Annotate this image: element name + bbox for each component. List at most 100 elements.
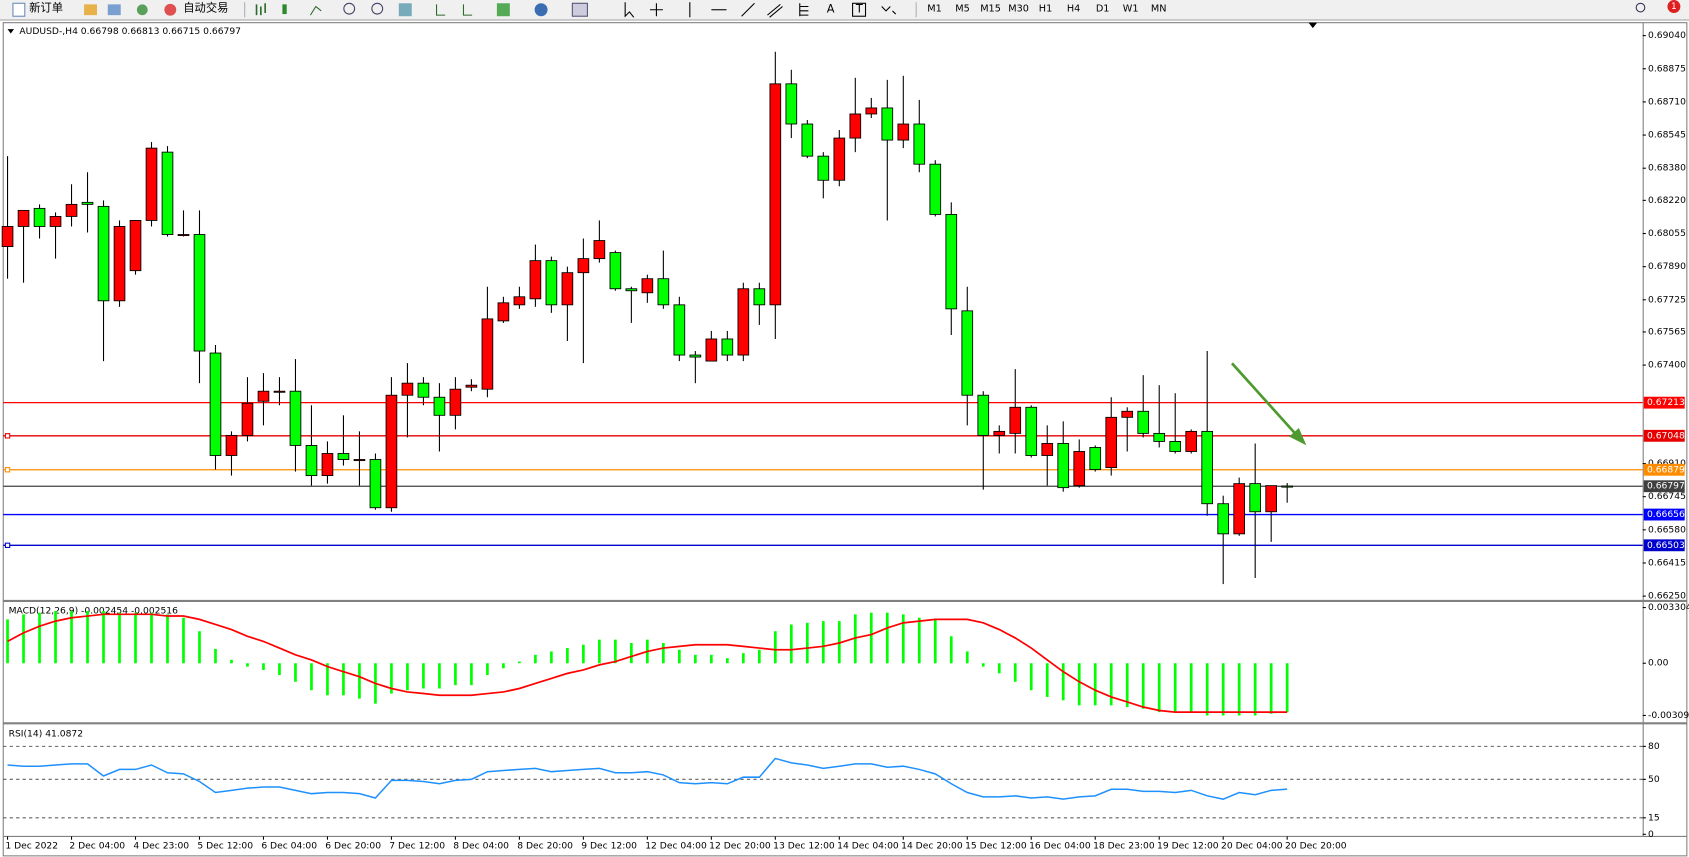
cursor-icon[interactable]	[624, 2, 635, 18]
level-label-box	[1643, 396, 1685, 409]
label-tool[interactable]: T	[855, 3, 863, 16]
candle-body	[1105, 416, 1118, 468]
x-tick-label: 14 Dec 04:00	[837, 841, 899, 852]
timeframe-button[interactable]: D1	[1096, 4, 1110, 15]
candle-body	[497, 302, 510, 322]
template-icon[interactable]	[571, 2, 588, 17]
timeframe-button[interactable]: W1	[1123, 4, 1139, 15]
crosshair-icon[interactable]	[649, 3, 663, 17]
new-order-button[interactable]: 新订单	[29, 1, 63, 15]
timeframe-button[interactable]: M30	[1008, 4, 1029, 15]
candle-body	[705, 338, 718, 362]
candle-body	[1121, 410, 1134, 418]
candle-body	[545, 260, 558, 306]
candle-body	[353, 459, 366, 462]
candle-body	[289, 390, 302, 446]
alerts-badge[interactable]	[1667, 0, 1681, 13]
toolbar-bg	[0, 0, 1689, 20]
shift-icon[interactable]	[462, 4, 473, 16]
line-chart-icon[interactable]	[309, 5, 322, 16]
candle-body	[1041, 443, 1054, 456]
candle-body	[993, 430, 1006, 436]
level-label: 0.66656	[1647, 509, 1685, 520]
x-tick-label: 13 Dec 12:00	[773, 841, 835, 852]
zoom-in-icon[interactable]	[343, 2, 356, 15]
y-tick-label: 0.68220	[1648, 195, 1686, 206]
period-icon[interactable]	[534, 3, 548, 17]
alerts-count[interactable]: 1	[1671, 2, 1676, 12]
indicators-icon[interactable]	[496, 3, 510, 17]
level-label-box	[1643, 429, 1685, 442]
label-tool-frame[interactable]	[852, 2, 867, 17]
candle-body	[1281, 485, 1293, 488]
timeframes: M1 M5 M15 M30 H1 H4 D1 W1 MN	[927, 4, 1166, 15]
tile-icon[interactable]	[398, 3, 412, 17]
fibo-tool[interactable]	[799, 3, 809, 17]
y-tick-label: 0.66250	[1648, 591, 1686, 602]
toolbar-icon[interactable]	[84, 4, 98, 16]
candle-body	[129, 220, 142, 272]
timeframe-button[interactable]: MN	[1151, 4, 1167, 15]
candle-body	[897, 123, 910, 141]
channel-tool[interactable]	[767, 3, 783, 18]
candle-body	[817, 155, 830, 181]
y-tick-label: 0.68380	[1648, 163, 1686, 174]
candle-body	[913, 123, 926, 165]
chart-shift-marker[interactable]	[1308, 22, 1318, 29]
new-order-icon[interactable]	[12, 2, 26, 17]
y-tick-label: 50	[1648, 774, 1660, 785]
timeframe-button[interactable]: M15	[980, 4, 1001, 15]
toolbar-icon[interactable]	[136, 4, 148, 16]
symbol-menu[interactable]	[7, 29, 15, 34]
candle-body	[193, 234, 206, 352]
x-tick-label: 19 Dec 12:00	[1157, 841, 1219, 852]
search-icon[interactable]	[1635, 2, 1646, 13]
text-tool[interactable]: A	[827, 3, 835, 16]
x-tick-label: 2 Dec 04:00	[69, 841, 125, 852]
candle-body	[241, 402, 254, 436]
level-label: 0.67213	[1647, 397, 1685, 408]
candle-body	[49, 215, 62, 227]
candle-body	[865, 107, 878, 115]
x-tick-label: 20 Dec 04:00	[1221, 841, 1283, 852]
auto-trading-icon[interactable]	[164, 3, 177, 16]
y-tick-label: 0.68545	[1648, 130, 1686, 141]
candle-body	[97, 205, 110, 302]
candle-body	[561, 272, 574, 306]
arrows-tool[interactable]	[881, 6, 897, 15]
candle-body	[1, 226, 14, 247]
x-tick-label: 7 Dec 12:00	[389, 841, 445, 852]
candle-icon[interactable]	[282, 4, 287, 15]
x-tick-label: 14 Dec 20:00	[901, 841, 963, 852]
signal-line	[7, 613, 1288, 713]
zoom-out-icon[interactable]	[371, 2, 384, 15]
x-tick-label: 1 Dec 2022	[5, 841, 58, 852]
y-tick-label: 0.66580	[1648, 524, 1686, 535]
trendline-tool[interactable]	[741, 2, 755, 17]
toolbar-icon[interactable]	[107, 4, 121, 16]
bar-chart-icon[interactable]	[255, 3, 266, 16]
auto-trading-button[interactable]: 自动交易	[183, 1, 228, 15]
timeframe-button[interactable]: H4	[1067, 4, 1080, 15]
y-tick-label: 0.67725	[1648, 294, 1686, 305]
y-tick-label: 0.66415	[1648, 557, 1686, 568]
timeframe-button[interactable]: M5	[955, 4, 970, 15]
candle-body	[593, 240, 606, 260]
x-tick-label: 18 Dec 23:00	[1093, 841, 1155, 852]
candle-body	[481, 318, 494, 390]
candle-body	[737, 288, 750, 356]
macd-title: MACD(12,26,9) -0.002454 -0.002516	[9, 606, 179, 617]
level-label: 0.66879	[1647, 464, 1685, 475]
x-tick-label: 15 Dec 12:00	[965, 841, 1027, 852]
candle-body	[177, 234, 190, 237]
candle-body	[1217, 503, 1230, 535]
scroll-icon[interactable]	[435, 4, 446, 16]
timeframe-button[interactable]: H1	[1039, 4, 1052, 15]
candle-body	[1153, 432, 1166, 442]
candle-body	[849, 113, 862, 139]
timeframe-button[interactable]: M1	[927, 4, 942, 15]
candle-body	[225, 434, 238, 456]
y-tick-label: 0.68710	[1648, 96, 1686, 107]
